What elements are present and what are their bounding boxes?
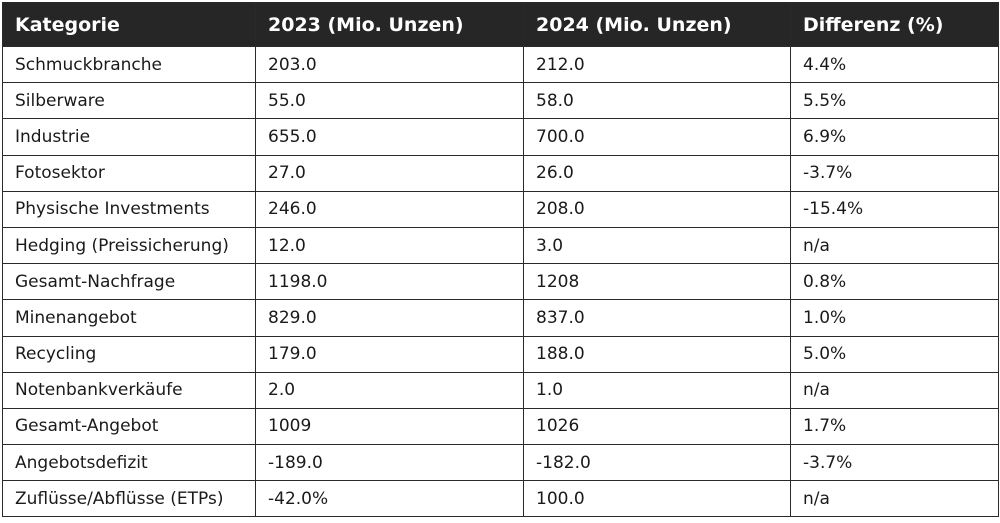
cell-kategorie: Notenbankverkäufe: [2, 371, 256, 409]
cell-2024: 212.0: [523, 45, 791, 84]
table-row: Zuflüsse/Abflüsse (ETPs) -42.0% 100.0 n/a: [2, 480, 999, 518]
cell-2024: 1026: [523, 407, 791, 446]
cell-2023: 2.0: [255, 371, 524, 409]
cell-2024: 100.0: [523, 480, 791, 518]
cell-2024: 188.0: [523, 335, 791, 373]
cell-differenz: 6.9%: [790, 118, 999, 156]
table-row: Fotosektor 27.0 26.0 -3.7%: [2, 154, 999, 192]
cell-differenz: 0.8%: [790, 263, 999, 301]
cell-differenz: 1.0%: [790, 299, 999, 337]
table-row: Gesamt-Nachfrage 1198.0 1208 0.8%: [2, 263, 999, 301]
cell-kategorie: Angebotsdefizit: [2, 444, 256, 482]
cell-kategorie: Minenangebot: [2, 299, 256, 337]
cell-differenz: -3.7%: [790, 154, 999, 192]
header-2023: 2023 (Mio. Unzen): [255, 2, 524, 47]
cell-kategorie: Physische Investments: [2, 190, 256, 228]
cell-kategorie: Gesamt-Angebot: [2, 407, 256, 446]
cell-2023: 55.0: [255, 82, 524, 120]
cell-2024: 1.0: [523, 371, 791, 409]
cell-kategorie: Fotosektor: [2, 154, 256, 192]
cell-2024: 1208: [523, 263, 791, 301]
cell-differenz: -15.4%: [790, 190, 999, 228]
cell-2023: 179.0: [255, 335, 524, 373]
cell-differenz: 4.4%: [790, 45, 999, 84]
cell-2023: -42.0%: [255, 480, 524, 518]
header-row: Kategorie 2023 (Mio. Unzen) 2024 (Mio. Unz…: [2, 2, 999, 47]
table-row: Physische Investments 246.0 208.0 -15.4%: [2, 190, 999, 228]
table-row: Angebotsdefizit -189.0 -182.0 -3.7%: [2, 444, 999, 482]
table-row: Schmuckbranche 203.0 212.0 4.4%: [2, 45, 999, 84]
cell-differenz: 5.0%: [790, 335, 999, 373]
table-row: Recycling 179.0 188.0 5.0%: [2, 335, 999, 373]
table-header: Kategorie 2023 (Mio. Unzen) 2024 (Mio. Unz…: [2, 2, 999, 47]
cell-2024: 837.0: [523, 299, 791, 337]
cell-2023: 27.0: [255, 154, 524, 192]
cell-kategorie: Silberware: [2, 82, 256, 120]
cell-2023: 829.0: [255, 299, 524, 337]
table-row: Notenbankverkäufe 2.0 1.0 n/a: [2, 371, 999, 409]
cell-2023: 655.0: [255, 118, 524, 156]
cell-differenz: -3.7%: [790, 444, 999, 482]
header-2024: 2024 (Mio. Unzen): [523, 2, 791, 47]
cell-2024: 3.0: [523, 226, 791, 265]
table-row: Industrie 655.0 700.0 6.9%: [2, 118, 999, 156]
header-differenz: Differenz (%): [790, 2, 999, 47]
cell-2023: -189.0: [255, 444, 524, 482]
cell-2024: 208.0: [523, 190, 791, 228]
cell-differenz: n/a: [790, 226, 999, 265]
cell-differenz: n/a: [790, 480, 999, 518]
cell-kategorie: Zuflüsse/Abflüsse (ETPs): [2, 480, 256, 518]
cell-2023: 203.0: [255, 45, 524, 84]
cell-kategorie: Recycling: [2, 335, 256, 373]
cell-2024: 26.0: [523, 154, 791, 192]
cell-2023: 1198.0: [255, 263, 524, 301]
cell-kategorie: Hedging (Preissicherung): [2, 226, 256, 265]
table-body: Schmuckbranche 203.0 212.0 4.4% Silberware 55…: [2, 45, 999, 518]
cell-2023: 1009: [255, 407, 524, 446]
cell-kategorie: Schmuckbranche: [2, 45, 256, 84]
cell-2023: 246.0: [255, 190, 524, 228]
cell-differenz: n/a: [790, 371, 999, 409]
cell-2023: 12.0: [255, 226, 524, 265]
cell-2024: 58.0: [523, 82, 791, 120]
table-row: Hedging (Preissicherung) 12.0 3.0 n/a: [2, 226, 999, 265]
header-kategorie: Kategorie: [2, 2, 256, 47]
cell-2024: 700.0: [523, 118, 791, 156]
table-row: Minenangebot 829.0 837.0 1.0%: [2, 299, 999, 337]
cell-differenz: 1.7%: [790, 407, 999, 446]
cell-2024: -182.0: [523, 444, 791, 482]
cell-differenz: 5.5%: [790, 82, 999, 120]
table-row: Gesamt-Angebot 1009 1026 1.7%: [2, 407, 999, 446]
cell-kategorie: Industrie: [2, 118, 256, 156]
table-row: Silberware 55.0 58.0 5.5%: [2, 82, 999, 120]
cell-kategorie: Gesamt-Nachfrage: [2, 263, 256, 301]
